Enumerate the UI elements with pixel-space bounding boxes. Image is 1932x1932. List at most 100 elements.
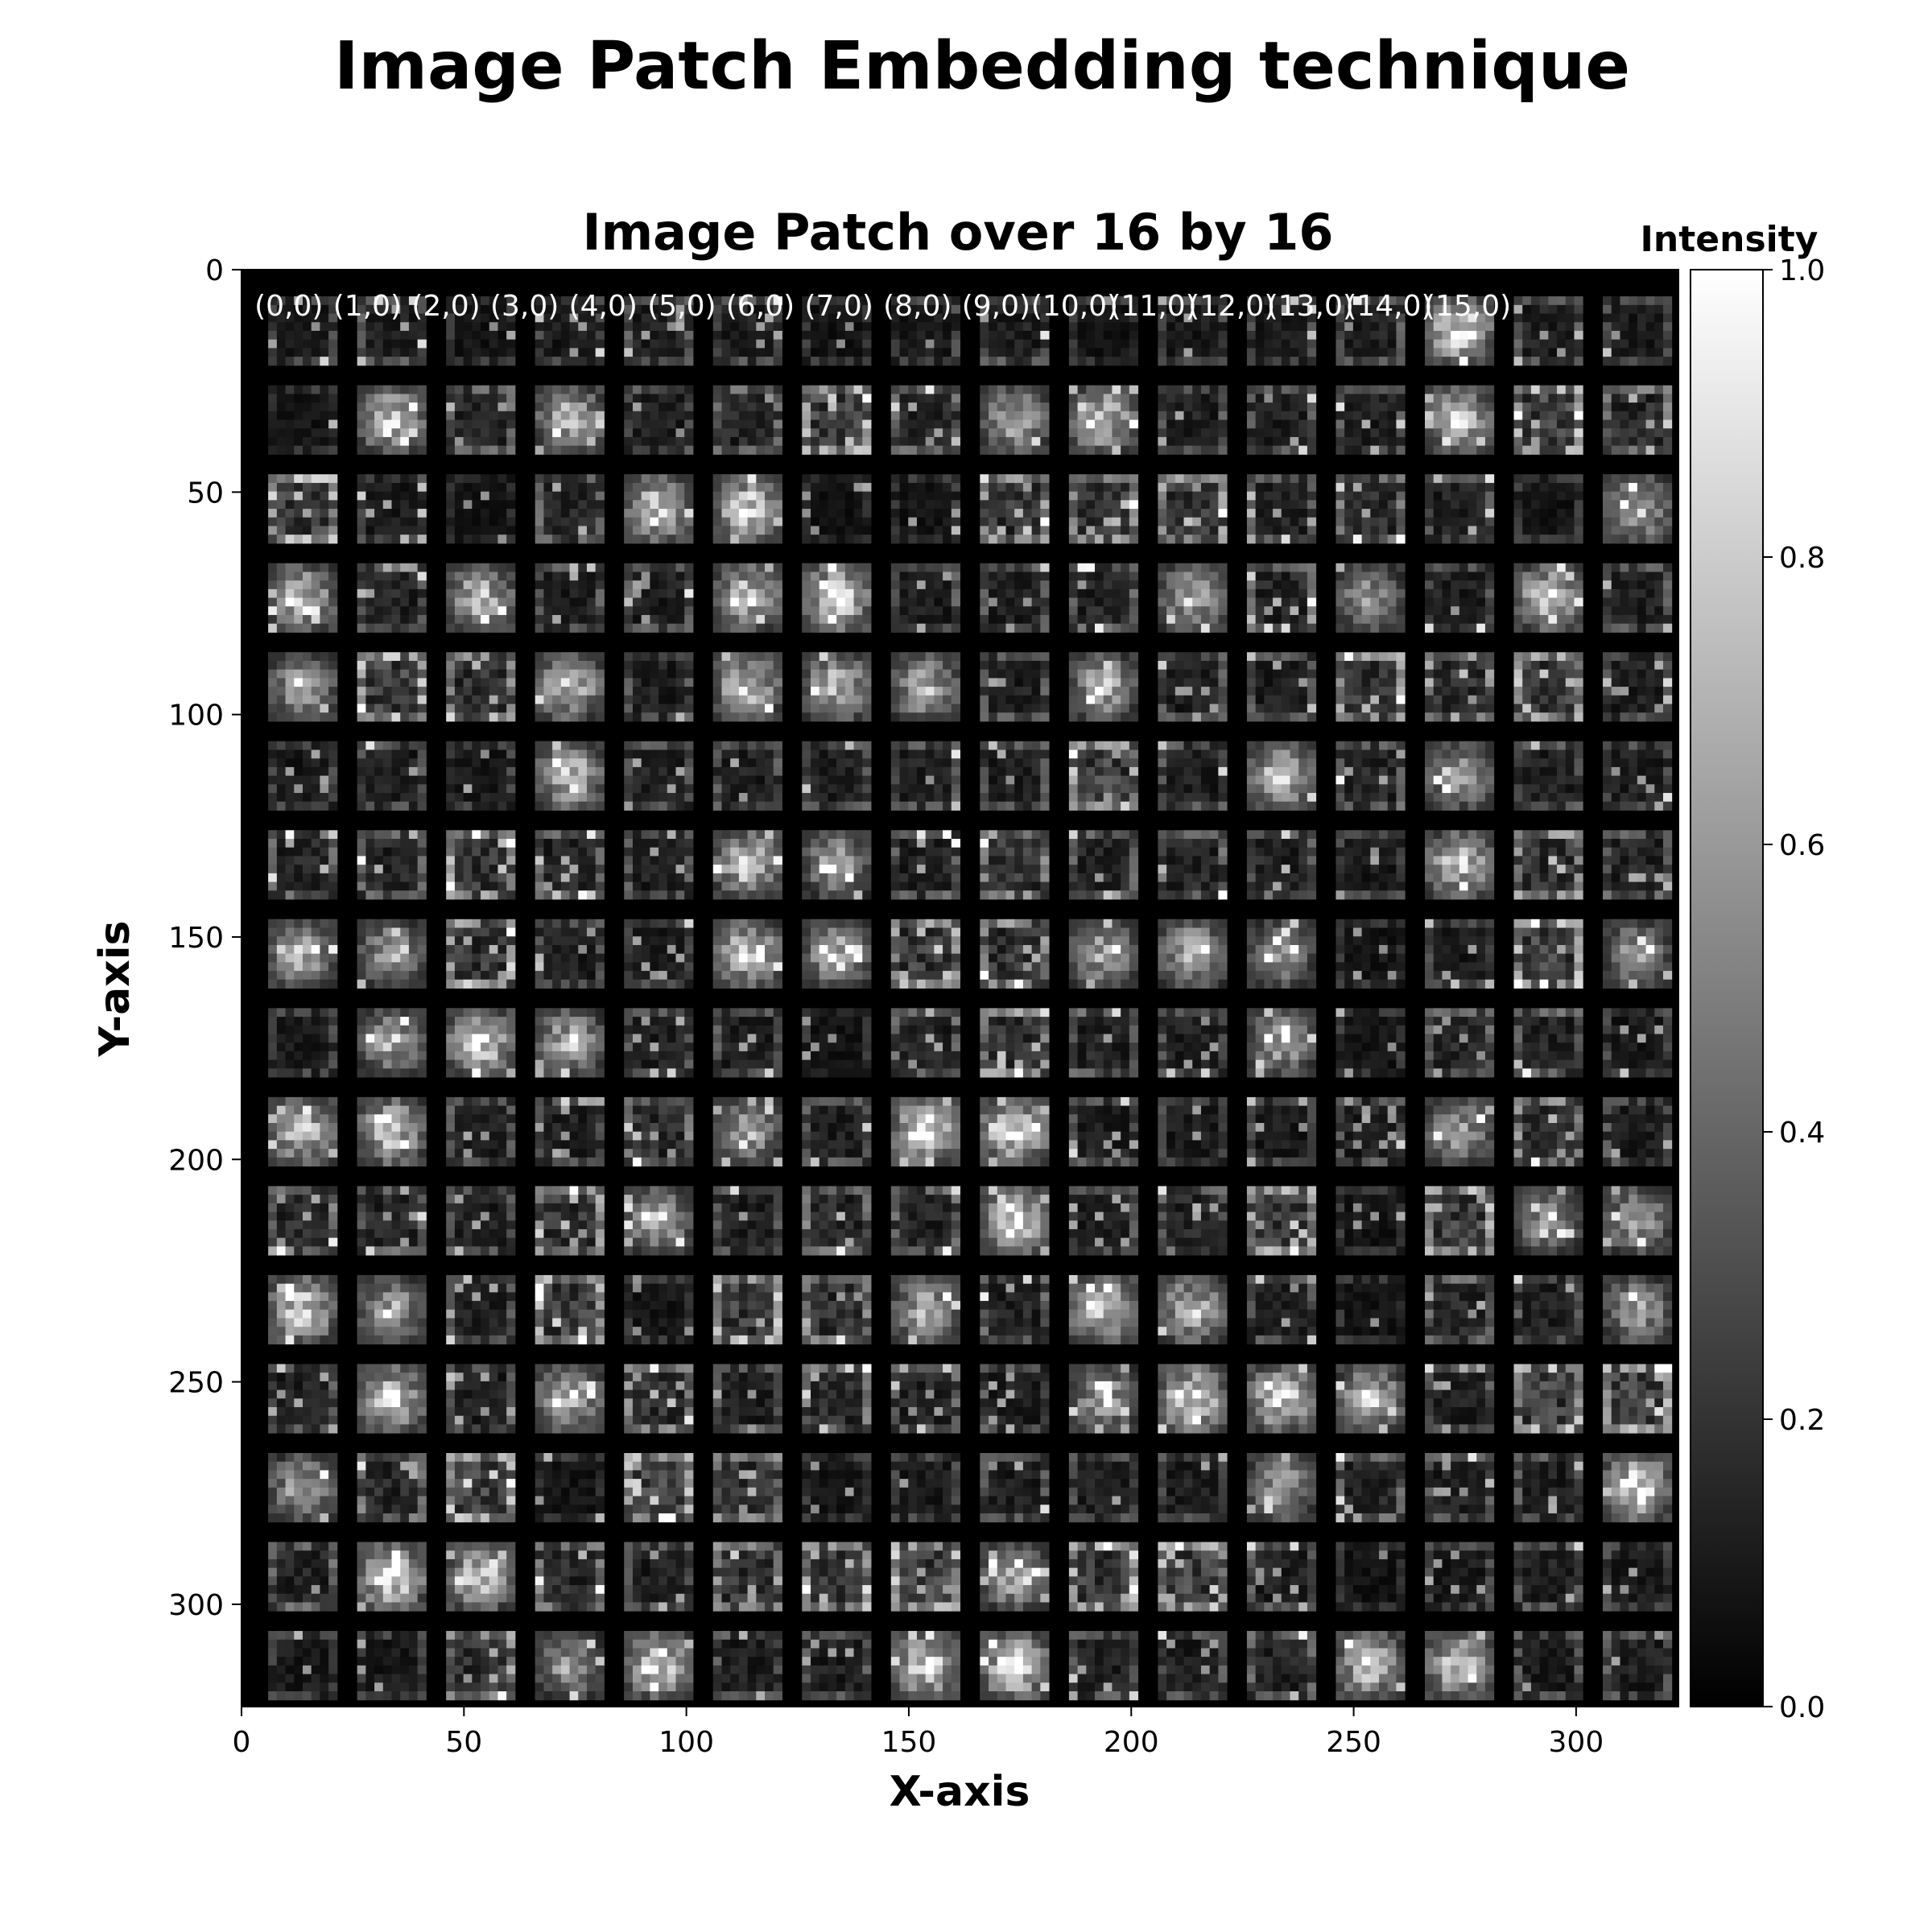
patch-pixel bbox=[844, 597, 855, 607]
patch-pixel bbox=[365, 436, 375, 447]
patch-pixel bbox=[1335, 491, 1345, 501]
patch-pixel bbox=[802, 509, 811, 518]
patch-pixel bbox=[446, 712, 456, 722]
patch-pixel bbox=[1637, 614, 1647, 625]
patch-pixel bbox=[382, 394, 393, 403]
patch-pixel bbox=[1522, 623, 1532, 633]
patch-pixel bbox=[506, 428, 516, 438]
patch-pixel bbox=[675, 322, 685, 332]
patch-pixel bbox=[1654, 563, 1664, 572]
patch-pixel bbox=[382, 348, 393, 357]
patch-pixel bbox=[1645, 296, 1655, 306]
patch-pixel bbox=[836, 402, 846, 412]
patch-pixel bbox=[862, 695, 872, 705]
patch-pixel bbox=[311, 348, 320, 357]
patch-pixel bbox=[543, 572, 553, 581]
patch-pixel bbox=[328, 572, 338, 581]
patch-pixel bbox=[1281, 419, 1290, 429]
patch-pixel bbox=[1379, 385, 1389, 394]
patch-pixel bbox=[1121, 572, 1130, 581]
patch-pixel bbox=[908, 304, 918, 315]
patch-pixel bbox=[1335, 572, 1345, 581]
patch-pixel bbox=[560, 436, 571, 447]
patch-pixel bbox=[1166, 491, 1176, 501]
patch-pixel bbox=[1022, 623, 1033, 633]
patch-pixel bbox=[997, 660, 1006, 671]
patch-pixel bbox=[1539, 428, 1549, 438]
patch-pixel bbox=[463, 445, 473, 455]
patch-pixel bbox=[844, 419, 855, 429]
patch-pixel bbox=[934, 348, 943, 357]
patch-pixel bbox=[560, 606, 571, 616]
patch-pixel bbox=[1014, 402, 1024, 412]
patch-pixel bbox=[320, 394, 329, 403]
patch-pixel bbox=[569, 322, 579, 332]
patch-pixel bbox=[374, 491, 384, 501]
patch-pixel bbox=[506, 580, 516, 590]
patch-pixel bbox=[1459, 394, 1469, 403]
patch-pixel bbox=[1468, 526, 1477, 535]
patch-pixel bbox=[819, 606, 828, 616]
patch-pixel bbox=[819, 712, 828, 722]
patch-tile bbox=[446, 385, 516, 455]
patch-pixel bbox=[756, 669, 766, 679]
patch-pixel bbox=[1433, 411, 1443, 421]
patch-pixel bbox=[1557, 491, 1567, 501]
patch-pixel bbox=[454, 419, 464, 429]
patch-pixel bbox=[1077, 436, 1087, 447]
patch-pixel bbox=[365, 509, 375, 518]
patch-pixel bbox=[1129, 474, 1139, 484]
patch-pixel bbox=[1005, 322, 1015, 332]
patch-pixel bbox=[1307, 669, 1317, 679]
patch-pixel bbox=[899, 563, 909, 572]
patch-pixel bbox=[311, 614, 320, 625]
patch-pixel bbox=[357, 402, 366, 412]
patch-pixel bbox=[391, 474, 401, 484]
patch-pixel bbox=[1121, 339, 1130, 349]
patch-pixel bbox=[1611, 428, 1620, 438]
patch-pixel bbox=[552, 419, 562, 429]
patch-pixel bbox=[1077, 652, 1087, 662]
patch-pixel bbox=[1298, 652, 1308, 662]
patch-pixel bbox=[365, 517, 375, 526]
patch-pixel bbox=[721, 588, 731, 599]
patch-pixel bbox=[624, 652, 634, 662]
patch-pixel bbox=[1031, 348, 1041, 357]
patch-pixel bbox=[650, 509, 659, 518]
patch-pixel bbox=[1031, 402, 1041, 412]
patch-pixel bbox=[1530, 330, 1541, 341]
patch-pixel bbox=[400, 517, 410, 526]
patch-pixel bbox=[294, 535, 303, 544]
patch-pixel bbox=[595, 411, 605, 421]
patch-pixel bbox=[1513, 357, 1523, 366]
patch-pixel bbox=[472, 526, 481, 535]
patch-pixel bbox=[1352, 357, 1363, 366]
patch-pixel bbox=[285, 669, 295, 679]
patch-pixel bbox=[463, 402, 473, 412]
patch-pixel bbox=[285, 652, 295, 662]
patch-pixel bbox=[1442, 348, 1451, 357]
patch-pixel bbox=[1298, 509, 1308, 518]
patch-pixel bbox=[1281, 428, 1290, 438]
patch-pixel bbox=[916, 482, 927, 493]
patch-pixel bbox=[578, 712, 588, 722]
patch-pixel bbox=[1645, 572, 1655, 581]
patch-pixel bbox=[302, 474, 312, 484]
patch-pixel bbox=[836, 394, 846, 403]
patch-pixel bbox=[1209, 394, 1219, 403]
patch-pixel bbox=[1379, 535, 1389, 544]
patch-pixel bbox=[675, 623, 685, 633]
patch-pixel bbox=[1103, 482, 1113, 493]
patch-pixel bbox=[836, 623, 846, 633]
patch-pixel bbox=[1637, 482, 1647, 493]
patch-pixel bbox=[1530, 436, 1541, 447]
patch-pixel bbox=[595, 588, 605, 599]
patch-pixel bbox=[925, 660, 935, 671]
patch-pixel bbox=[417, 313, 427, 323]
patch-pixel bbox=[899, 606, 909, 616]
patch-pixel bbox=[463, 588, 473, 599]
patch-pixel bbox=[552, 428, 562, 438]
patch-pixel bbox=[1290, 385, 1299, 394]
patch-pixel bbox=[543, 704, 553, 713]
patch-pixel bbox=[1379, 304, 1389, 315]
